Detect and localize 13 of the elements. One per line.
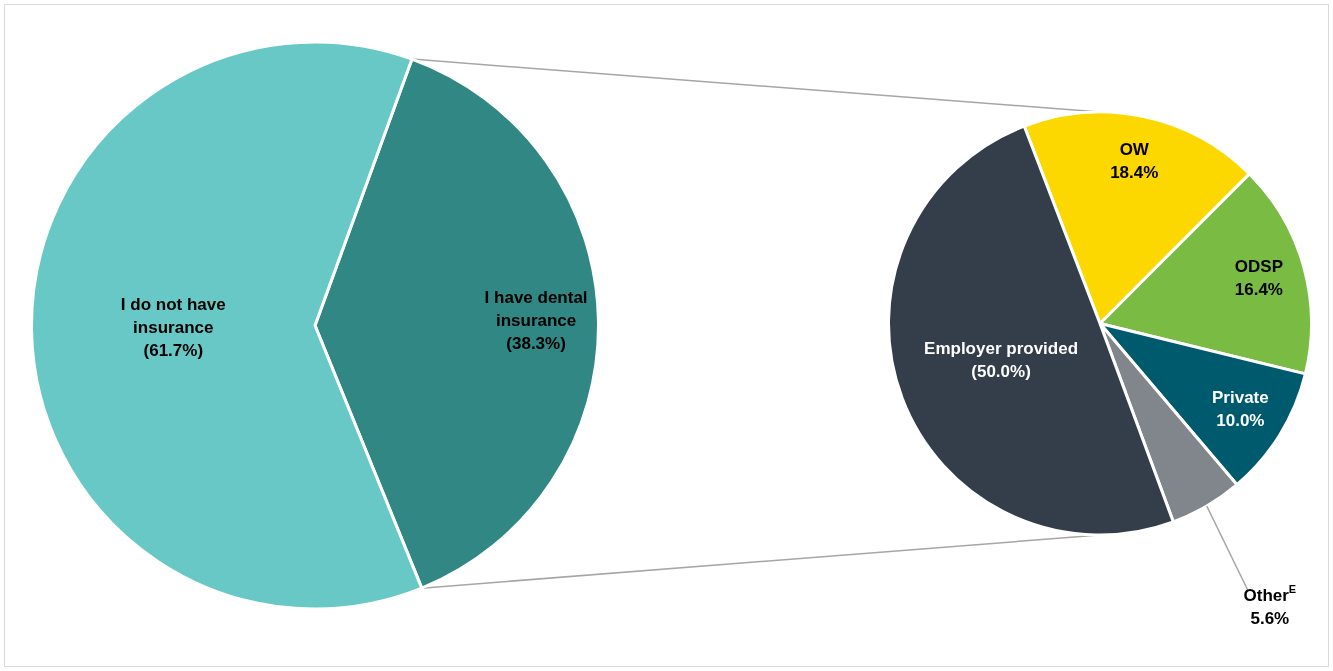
slice-label: Private	[1211, 388, 1269, 408]
data-label: 10.0%	[1216, 411, 1265, 431]
data-label: 16.4%	[1234, 280, 1283, 300]
slice-label: I do not have insurance	[120, 294, 226, 337]
data-label: 18.4%	[1110, 163, 1159, 183]
data-label: (50.0%)	[971, 361, 1031, 381]
data-label: (61.7%)	[143, 340, 204, 360]
data-label: 5.6%	[1250, 609, 1290, 629]
slice-label: ODSP	[1234, 257, 1283, 277]
slice-label: I have dental insurance	[484, 288, 588, 331]
slice-label: Employer provided	[924, 338, 1079, 358]
slice-label: OW	[1119, 140, 1150, 160]
data-label: (38.3%)	[506, 334, 566, 354]
